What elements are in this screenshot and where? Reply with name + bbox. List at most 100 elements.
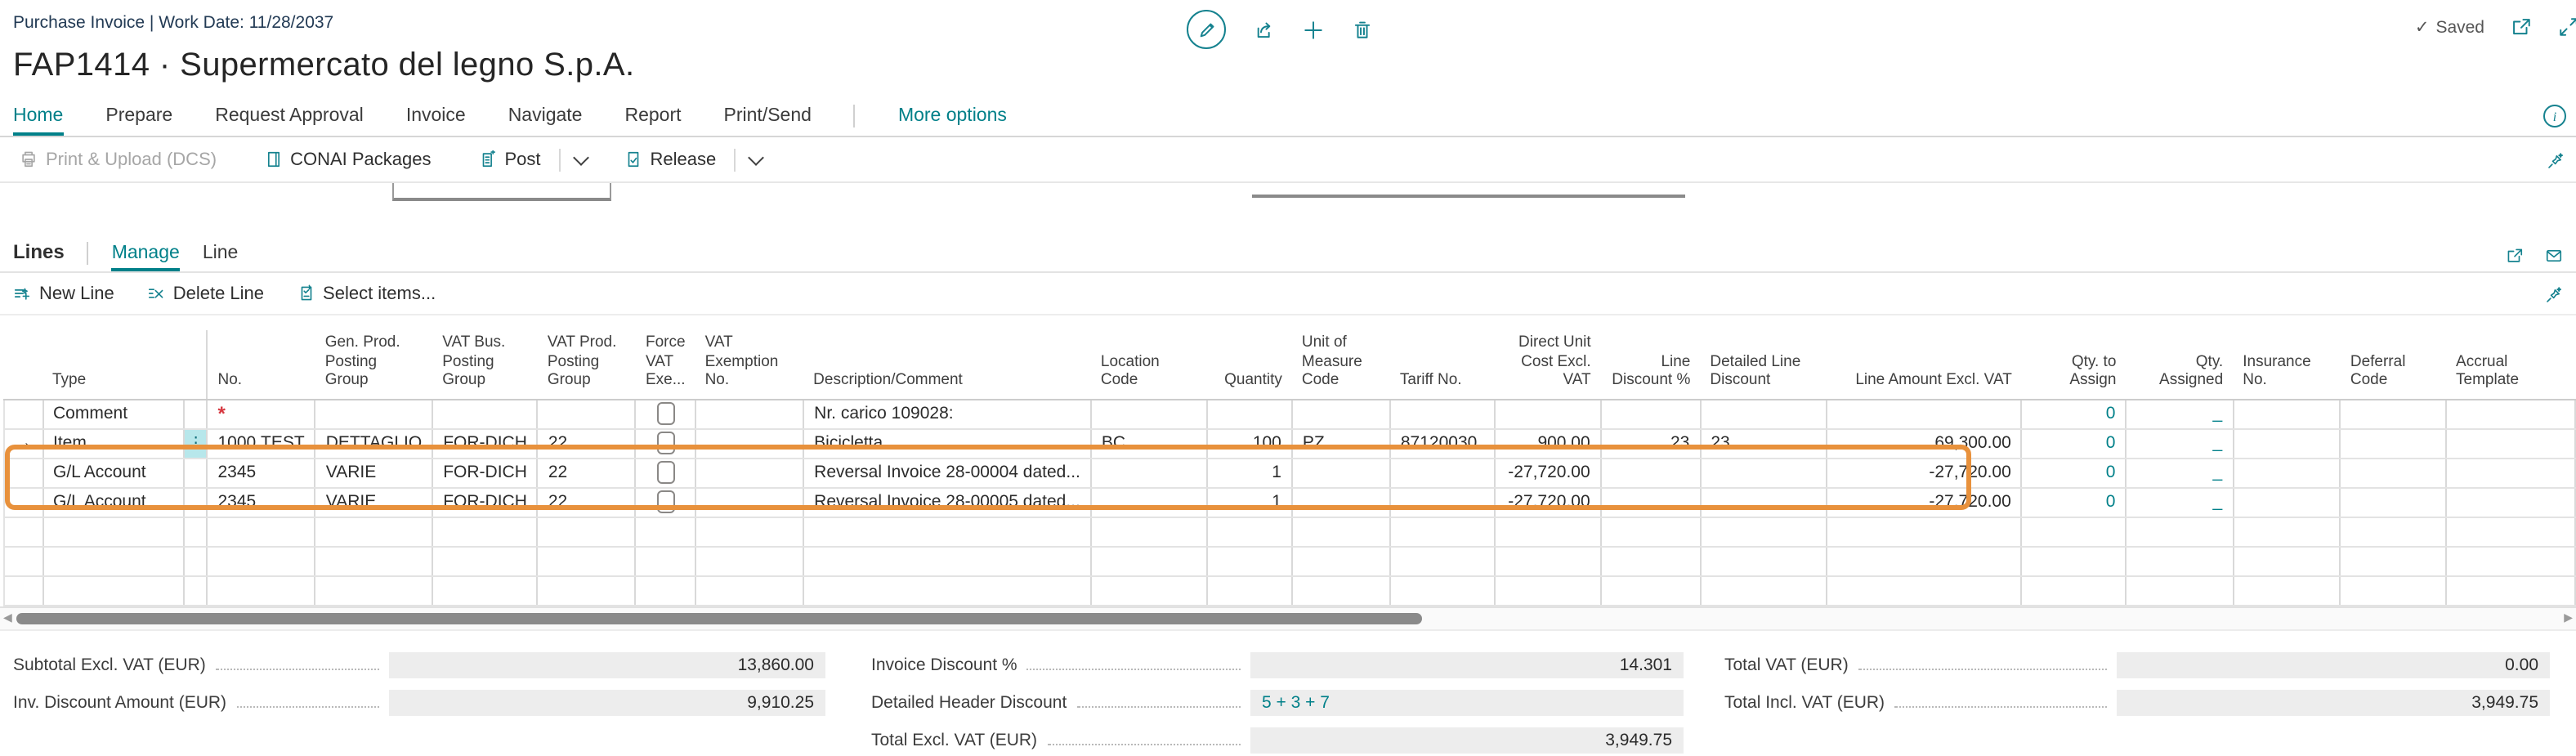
cell-tariff[interactable]: 87120030 xyxy=(1389,428,1496,459)
cell-uom[interactable] xyxy=(1291,399,1391,430)
column-header-qty_assigned[interactable]: Qty. Assigned xyxy=(2126,330,2234,400)
cell-force_vat[interactable] xyxy=(635,487,696,518)
column-header-vat_prod[interactable]: VAT Prod. Posting Group xyxy=(537,330,636,400)
lines-tab-line[interactable]: Line xyxy=(202,244,239,263)
cell-force_vat[interactable] xyxy=(635,399,696,430)
cell-qty_assign[interactable]: 0 xyxy=(2021,399,2127,430)
cell-qty_assign[interactable]: 0 xyxy=(2021,428,2127,459)
cell-gen_prod[interactable]: VARIE xyxy=(315,458,434,489)
tab-prepare[interactable]: Prepare xyxy=(105,106,173,126)
column-header-insurance[interactable]: Insurance No. xyxy=(2233,330,2341,400)
tab-print-send[interactable]: Print/Send xyxy=(723,106,812,126)
cell-type[interactable]: G/L Account xyxy=(42,487,186,518)
cell-qty_assigned[interactable]: _ xyxy=(2126,458,2234,489)
cell-tariff[interactable] xyxy=(1389,399,1496,430)
cell-loc[interactable]: BC xyxy=(1090,428,1208,459)
resize-window-icon[interactable] xyxy=(2558,16,2576,38)
share-icon[interactable] xyxy=(1254,19,1275,40)
column-header-force_vat[interactable]: Force VAT Exe... xyxy=(635,330,695,400)
cell-insurance[interactable] xyxy=(2233,399,2341,430)
print-upload-dcs-button[interactable]: Print & Upload (DCS) xyxy=(13,150,223,169)
cell-vat_bus[interactable]: FOR-DICH xyxy=(432,458,539,489)
cell-vat_exempt[interactable] xyxy=(695,487,805,518)
column-header-tariff[interactable]: Tariff No. xyxy=(1389,330,1496,400)
cell-line_amt[interactable] xyxy=(1826,399,2023,430)
cell-accrual[interactable] xyxy=(2446,458,2576,489)
conai-packages-button[interactable]: CONAI Packages xyxy=(257,150,437,169)
cell-vat_exempt[interactable] xyxy=(695,458,805,489)
cell-line_disc[interactable] xyxy=(1600,458,1702,489)
personalize-lines-icon[interactable] xyxy=(2545,286,2563,304)
cell-line_amt[interactable]: 69,300.00 xyxy=(1826,428,2023,459)
cell-vat_exempt[interactable] xyxy=(695,399,805,430)
cell-accrual[interactable] xyxy=(2446,487,2576,518)
column-header-uom[interactable]: Unit of Measure Code xyxy=(1291,330,1390,400)
force-vat-checkbox[interactable] xyxy=(656,432,675,455)
tab-report[interactable]: Report xyxy=(624,106,682,126)
delete-icon[interactable] xyxy=(1352,19,1373,40)
more-options[interactable]: More options xyxy=(897,106,1007,126)
cell-det_disc[interactable]: 23 xyxy=(1700,428,1827,459)
cell-gen_prod[interactable] xyxy=(315,399,434,430)
cell-qty_assign[interactable]: 0 xyxy=(2021,487,2127,518)
cell-menu[interactable] xyxy=(184,487,208,518)
cell-tariff[interactable] xyxy=(1389,458,1496,489)
cell-line_disc[interactable] xyxy=(1600,487,1702,518)
cell-deferral[interactable] xyxy=(2340,487,2448,518)
cell-type[interactable]: Item xyxy=(42,428,186,459)
post-chevron-icon[interactable] xyxy=(572,149,589,165)
force-vat-checkbox[interactable] xyxy=(656,461,675,485)
cell-qty_assigned[interactable]: _ xyxy=(2126,487,2234,518)
cell-type[interactable]: Comment xyxy=(42,399,186,430)
info-icon[interactable]: i xyxy=(2543,105,2566,127)
cell-desc[interactable]: Reversal Invoice 28-00005 dated... xyxy=(803,487,1092,518)
detailed-header-discount-value[interactable]: 5 + 3 + 7 xyxy=(1250,689,1684,716)
cell-qty[interactable]: 100 xyxy=(1206,428,1293,459)
cell-ind[interactable] xyxy=(3,399,43,430)
cell-vat_prod[interactable]: 22 xyxy=(537,428,637,459)
cell-line_disc[interactable]: 23 xyxy=(1600,428,1702,459)
cell-det_disc[interactable] xyxy=(1700,399,1827,430)
scroll-left-icon[interactable]: ◀ xyxy=(3,612,12,624)
cell-qty[interactable]: 1 xyxy=(1206,487,1293,518)
column-header-line_disc[interactable]: Line Discount % xyxy=(1600,330,1701,400)
invoice-discount-pct-value[interactable]: 14.301 xyxy=(1250,651,1684,678)
cell-vat_prod[interactable]: 22 xyxy=(537,458,637,489)
scroll-right-icon[interactable]: ▶ xyxy=(2564,612,2573,624)
cell-no[interactable]: * xyxy=(207,399,316,430)
column-header-vat_bus[interactable]: VAT Bus. Posting Group xyxy=(432,330,538,400)
cell-uom[interactable] xyxy=(1291,487,1391,518)
column-header-gen_prod[interactable]: Gen. Prod. Posting Group xyxy=(315,330,433,400)
cell-deferral[interactable] xyxy=(2340,458,2448,489)
column-header-deferral[interactable]: Deferral Code xyxy=(2340,330,2447,400)
share-lines-icon[interactable] xyxy=(2506,247,2524,265)
mail-icon[interactable] xyxy=(2545,247,2563,265)
column-header-qty[interactable]: Quantity xyxy=(1206,330,1292,400)
cell-insurance[interactable] xyxy=(2233,428,2341,459)
tab-home[interactable]: Home xyxy=(13,106,64,136)
cell-uom[interactable] xyxy=(1291,458,1391,489)
cell-accrual[interactable] xyxy=(2446,428,2576,459)
active-row-indicator[interactable]: → xyxy=(3,428,43,459)
cell-insurance[interactable] xyxy=(2233,458,2341,489)
force-vat-checkbox[interactable] xyxy=(656,402,675,426)
cell-menu[interactable] xyxy=(184,458,208,489)
tab-request-approval[interactable]: Request Approval xyxy=(215,106,364,126)
cell-vat_bus[interactable]: FOR-DICH xyxy=(432,428,539,459)
cell-menu[interactable] xyxy=(184,399,208,430)
column-header-det_disc[interactable]: Detailed Line Discount xyxy=(1700,330,1827,400)
lines-tab-manage[interactable]: Manage xyxy=(111,244,180,271)
cell-vat_prod[interactable] xyxy=(537,399,637,430)
open-in-window-icon[interactable] xyxy=(2511,16,2532,38)
cell-loc[interactable] xyxy=(1090,458,1208,489)
cell-qty_assigned[interactable]: _ xyxy=(2126,428,2234,459)
cell-det_disc[interactable] xyxy=(1700,487,1827,518)
force-vat-checkbox[interactable] xyxy=(656,490,675,514)
cell-desc[interactable]: Bicicletta xyxy=(803,428,1092,459)
cell-qty_assign[interactable]: 0 xyxy=(2021,458,2127,489)
column-header-vat_exempt[interactable]: VAT Exemption No. xyxy=(695,330,804,400)
release-button[interactable]: Release xyxy=(618,150,723,169)
cell-det_disc[interactable] xyxy=(1700,458,1827,489)
cell-line_disc[interactable] xyxy=(1600,399,1702,430)
cell-gen_prod[interactable]: DETTAGLIO xyxy=(315,428,434,459)
